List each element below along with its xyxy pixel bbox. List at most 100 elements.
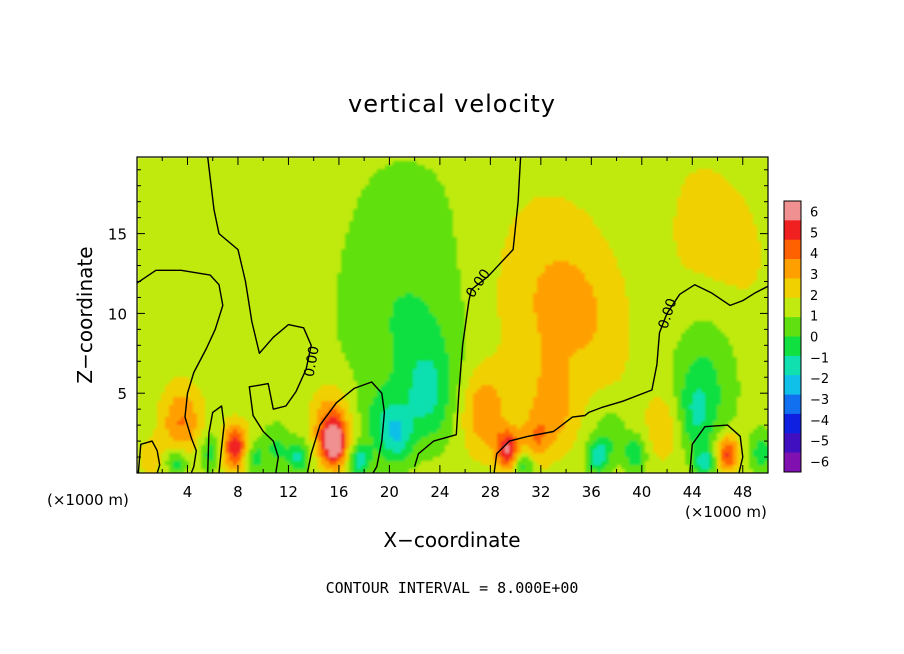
field-cell — [329, 245, 334, 250]
field-cell — [313, 169, 318, 174]
field-cell — [361, 269, 366, 274]
field-cell — [581, 261, 586, 266]
field-cell — [153, 157, 158, 162]
field-cell — [513, 173, 518, 178]
field-cell — [353, 225, 358, 230]
field-cell — [333, 265, 338, 270]
field-cell — [293, 201, 298, 206]
field-cell — [285, 169, 290, 174]
field-cell — [565, 161, 570, 166]
field-cell — [445, 273, 450, 278]
field-cell — [233, 281, 238, 286]
field-cell — [209, 217, 214, 222]
field-cell — [521, 237, 526, 242]
field-cell — [301, 229, 306, 234]
field-cell — [581, 221, 586, 226]
field-cell — [613, 249, 618, 254]
field-cell — [245, 249, 250, 254]
field-cell — [717, 193, 722, 198]
field-cell — [269, 161, 274, 166]
field-cell — [721, 253, 726, 258]
field-cell — [385, 237, 390, 242]
field-cell — [289, 181, 294, 186]
field-cell — [765, 265, 768, 270]
field-cell — [229, 257, 234, 262]
field-cell — [165, 217, 170, 222]
field-cell — [705, 229, 710, 234]
field-cell — [585, 245, 590, 250]
field-cell — [737, 161, 742, 166]
field-cell — [373, 189, 378, 194]
field-cell — [509, 197, 514, 202]
field-cell — [677, 265, 682, 270]
field-cell — [733, 193, 738, 198]
field-cell — [437, 193, 442, 198]
field-cell — [577, 169, 582, 174]
field-cell — [513, 277, 518, 282]
field-cell — [681, 265, 686, 270]
field-cell — [373, 193, 378, 198]
field-cell — [225, 265, 230, 270]
field-cell — [185, 241, 190, 246]
field-cell — [665, 245, 670, 250]
field-cell — [757, 265, 762, 270]
field-cell — [365, 225, 370, 230]
field-cell — [477, 237, 482, 242]
field-cell — [297, 209, 302, 214]
field-cell — [473, 261, 478, 266]
field-cell — [233, 181, 238, 186]
field-cell — [281, 201, 286, 206]
field-cell — [149, 185, 154, 190]
field-cell — [693, 217, 698, 222]
field-cell — [597, 205, 602, 210]
field-cell — [301, 265, 306, 270]
field-cell — [465, 209, 470, 214]
field-cell — [445, 249, 450, 254]
field-cell — [313, 281, 318, 286]
field-cell — [433, 169, 438, 174]
field-cell — [165, 201, 170, 206]
field-cell — [573, 241, 578, 246]
field-cell — [245, 273, 250, 278]
field-cell — [341, 237, 346, 242]
field-cell — [565, 201, 570, 206]
field-cell — [597, 229, 602, 234]
field-cell — [617, 173, 622, 178]
field-cell — [141, 249, 146, 254]
field-cell — [645, 221, 650, 226]
field-cell — [729, 217, 734, 222]
field-cell — [509, 181, 514, 186]
field-cell — [657, 205, 662, 210]
field-cell — [457, 209, 462, 214]
field-cell — [417, 245, 422, 250]
field-cell — [201, 157, 206, 162]
field-cell — [529, 173, 534, 178]
field-cell — [713, 261, 718, 266]
field-cell — [373, 185, 378, 190]
field-cell — [161, 245, 166, 250]
field-cell — [425, 169, 430, 174]
field-cell — [273, 201, 278, 206]
field-cell — [165, 173, 170, 178]
field-cell — [265, 261, 270, 266]
field-cell — [673, 181, 678, 186]
field-cell — [565, 197, 570, 202]
field-cell — [297, 249, 302, 254]
field-cell — [421, 221, 426, 226]
field-cell — [137, 221, 142, 226]
field-cell — [725, 205, 730, 210]
field-cell — [253, 217, 258, 222]
field-cell — [149, 157, 154, 162]
field-cell — [145, 173, 150, 178]
field-cell — [217, 205, 222, 210]
field-cell — [497, 245, 502, 250]
field-cell — [313, 161, 318, 166]
field-cell — [753, 245, 758, 250]
field-cell — [341, 193, 346, 198]
field-cell — [601, 201, 606, 206]
field-cell — [437, 241, 442, 246]
field-cell — [553, 173, 558, 178]
field-cell — [557, 173, 562, 178]
field-cell — [249, 257, 254, 262]
field-cell — [641, 269, 646, 274]
